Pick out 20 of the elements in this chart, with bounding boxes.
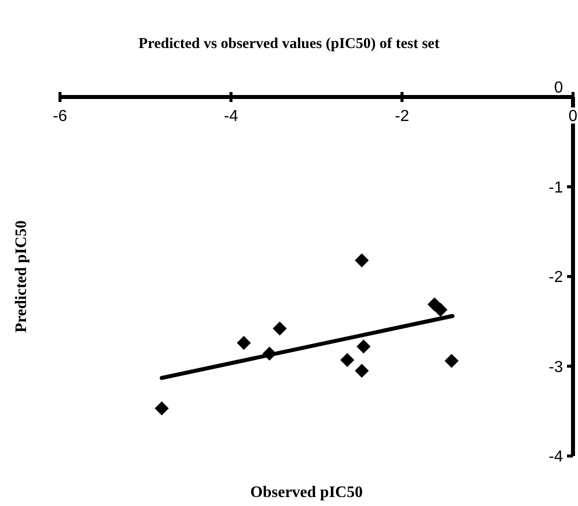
point xyxy=(340,352,354,367)
point xyxy=(356,340,371,354)
point xyxy=(433,302,448,317)
x-tick-label: -4 xyxy=(224,108,238,125)
point xyxy=(236,336,251,350)
y-tick-label: -4 xyxy=(548,448,564,466)
chart-title: Predicted vs observed values (pIC50) of test set xyxy=(138,36,440,52)
y-tick-label: -1 xyxy=(548,179,564,196)
y-tick-label: -2 xyxy=(548,269,564,286)
point xyxy=(154,401,169,416)
y-axis-title: Predicted pIC50 xyxy=(13,220,30,333)
x-axis-title: Observed pIC50 xyxy=(250,484,363,501)
y-tick-label: -3 xyxy=(548,358,564,376)
point xyxy=(272,322,287,336)
point xyxy=(444,354,459,368)
x-tick-label: -2 xyxy=(394,108,410,125)
y-tick-label: 0 xyxy=(554,80,564,97)
point xyxy=(354,364,369,378)
point xyxy=(354,253,369,268)
x-tick-label: -6 xyxy=(52,108,68,125)
